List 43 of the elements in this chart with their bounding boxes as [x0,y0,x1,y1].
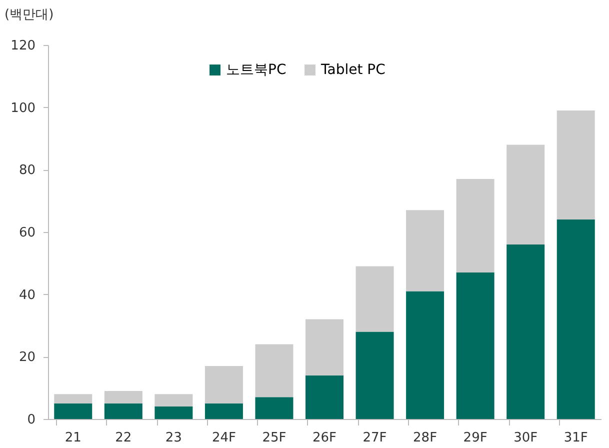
x-tick-label: 21 [64,430,82,446]
y-tick-label: 120 [10,38,36,54]
bar [154,394,193,407]
y-axis-title: (백만대) [4,8,54,22]
y-tick-label: 80 [18,163,36,178]
x-tick-label: 30F [514,430,538,446]
bar [54,403,92,419]
bar [204,403,243,419]
y-tick-label: 100 [10,100,36,116]
bar [406,291,444,419]
bar [306,319,344,376]
x-tick-label: 29F [463,430,488,446]
bar [255,397,294,419]
legend-label: Tablet PC [320,62,386,78]
bar [406,210,444,292]
bar [306,375,344,419]
bar [255,344,294,398]
x-tick-label: 31F [564,430,588,446]
x-tick-label: 25F [262,430,286,446]
y-tick-label: 60 [18,226,36,240]
bar [356,266,394,332]
y-tick-label: 40 [18,288,36,303]
y-tick-label: 0 [27,412,36,428]
bar [506,144,545,244]
bar [506,244,545,419]
bar [104,403,142,419]
bar [104,390,142,404]
y-tick-label: 20 [18,350,36,366]
x-tick-label: 24F [212,430,236,446]
bar [154,406,193,419]
x-tick-label: 22 [115,430,132,446]
bar [556,220,595,419]
x-tick-label: 28F [413,430,438,446]
bar [204,366,243,404]
bar [356,332,394,419]
legend-label: 노트북PC [226,62,286,78]
bar [456,272,494,419]
bar [556,110,595,220]
x-tick-label: 26F [312,430,337,446]
bar [54,394,92,404]
bar [456,179,494,273]
x-tick-label: 27F [362,430,387,446]
x-tick-label: 23 [165,430,182,446]
